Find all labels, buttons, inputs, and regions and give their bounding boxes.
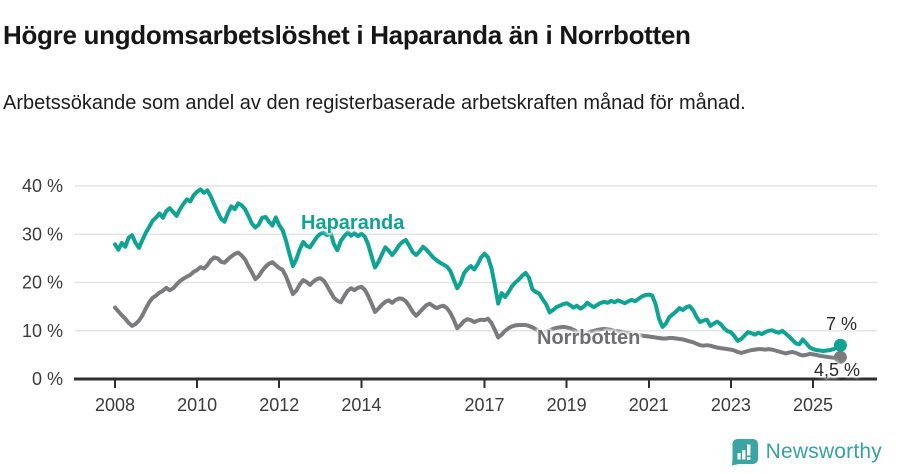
x-tick-label: 2008 bbox=[95, 395, 135, 415]
x-tick-label: 2014 bbox=[341, 395, 381, 415]
y-tick-label: 10 % bbox=[22, 321, 63, 341]
y-tick-label: 30 % bbox=[22, 224, 63, 244]
end-dot-haparanda bbox=[833, 338, 847, 352]
newsworthy-logo-icon bbox=[731, 438, 758, 466]
y-tick-label: 0 % bbox=[32, 369, 63, 389]
newsworthy-wordmark: Newsworthy bbox=[765, 440, 882, 463]
newsworthy-brand: Newsworthy bbox=[731, 437, 882, 467]
y-tick-label: 40 % bbox=[22, 176, 63, 196]
end-value-label-norrbotten: 4,5 % bbox=[814, 360, 861, 380]
x-tick-label: 2021 bbox=[629, 395, 669, 415]
end-value-label-haparanda: 7 % bbox=[826, 314, 858, 334]
x-tick-label: 2023 bbox=[711, 395, 751, 415]
series-label-haparanda: Haparanda bbox=[301, 212, 405, 234]
page-subtitle: Arbetssökande som andel av den registerb… bbox=[3, 92, 746, 114]
series-line-haparanda bbox=[113, 187, 843, 353]
x-tick-label: 2012 bbox=[259, 395, 299, 415]
x-tick-label: 2019 bbox=[547, 395, 587, 415]
y-tick-label: 20 % bbox=[22, 273, 63, 293]
x-tick-label: 2017 bbox=[465, 395, 505, 415]
x-tick-label: 2010 bbox=[177, 395, 217, 415]
series-label-norrbotten: Norrbotten bbox=[537, 327, 641, 349]
page-title: Högre ungdomsarbetslöshet i Haparanda än… bbox=[3, 20, 691, 51]
series-line-norrbotten bbox=[113, 250, 843, 360]
end-dot-norrbotten bbox=[833, 350, 847, 364]
x-tick-label: 2025 bbox=[793, 395, 833, 415]
